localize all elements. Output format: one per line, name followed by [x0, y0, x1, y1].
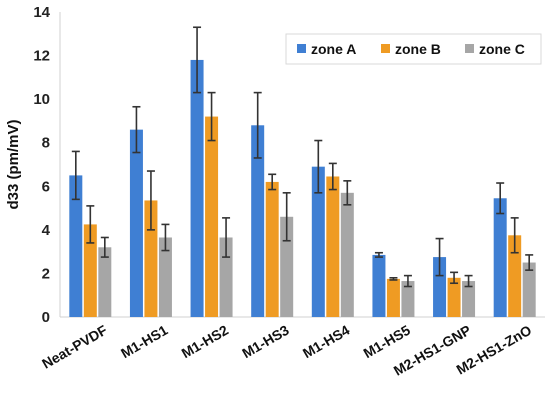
legend-box: [285, 33, 542, 65]
y-tick-label: 14: [33, 4, 50, 21]
bar: [129, 129, 143, 317]
y-tick-label: 0: [42, 309, 50, 326]
error-bars-layer: [71, 26, 534, 288]
bar: [508, 235, 522, 317]
y-axis-title: d33 (pm/mV): [5, 119, 22, 209]
bars-layer: [69, 59, 536, 318]
bar: [280, 216, 294, 317]
x-category-label: M1-HS5: [360, 322, 413, 362]
bar: [158, 237, 172, 317]
bar: [190, 59, 204, 318]
bar: [98, 247, 112, 317]
bar: [401, 281, 415, 317]
bar: [69, 175, 83, 317]
y-ticks-layer: 0 2 4 6 8 10 12 14: [33, 4, 50, 326]
x-category-label: M1-HS4: [300, 322, 353, 362]
y-tick-label: 2: [42, 265, 50, 282]
bar: [522, 262, 536, 317]
y-tick-label: 12: [33, 48, 50, 65]
bar: [493, 198, 507, 317]
bar: [251, 125, 265, 318]
bar: [205, 116, 219, 317]
bar: [326, 176, 340, 317]
legend-label: zone B: [395, 41, 441, 57]
bar: [447, 277, 461, 317]
x-category-label: M1-HS2: [179, 322, 232, 362]
x-category-label: M1-HS3: [239, 322, 292, 362]
bar: [372, 254, 386, 317]
bar: [340, 192, 354, 317]
y-tick-label: 8: [42, 135, 50, 152]
bar: [386, 278, 400, 317]
legend-label: zone C: [479, 41, 525, 57]
legend: zone A zone B zone C: [285, 33, 542, 65]
x-categories-layer: Neat-PVDF M1-HS1 M1-HS2 M1-HS3 M1-HS4 M1-HS5M…: [39, 322, 534, 379]
y-tick-label: 4: [42, 222, 51, 239]
bar: [462, 281, 476, 317]
y-tick-label: 10: [33, 91, 50, 108]
bar: [311, 166, 325, 317]
bar: [83, 224, 97, 317]
x-category-label: M1-HS1: [118, 322, 171, 362]
legend-swatch: [465, 44, 474, 53]
legend-label: zone A: [311, 41, 356, 57]
legend-swatch: [297, 44, 306, 53]
x-category-label: Neat-PVDF: [39, 322, 110, 372]
bar: [265, 181, 279, 317]
legend-swatch: [381, 44, 390, 53]
bar: [433, 257, 447, 317]
y-tick-label: 6: [42, 178, 50, 195]
